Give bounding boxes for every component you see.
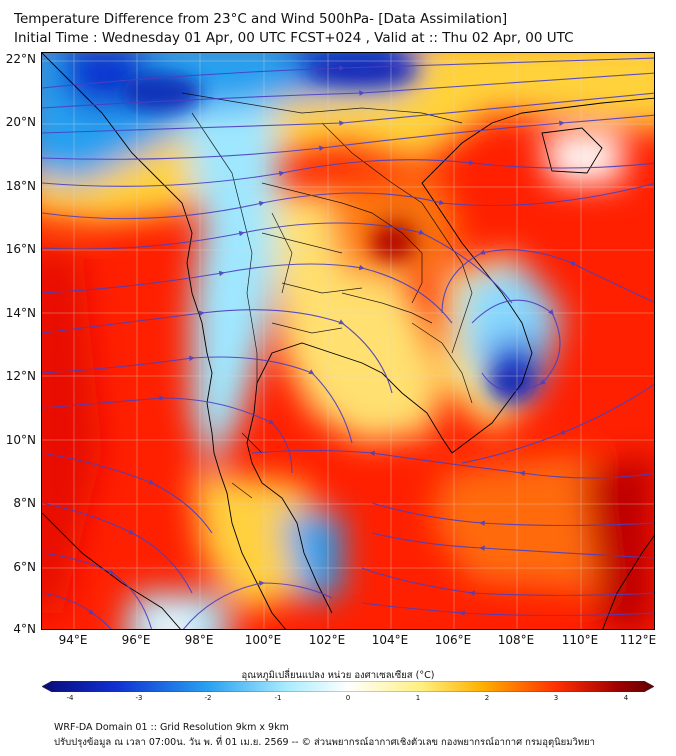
lon-tick-label: 112°E — [619, 633, 657, 647]
streamline — [251, 449, 654, 479]
lat-tick-label: 8°N — [13, 496, 36, 510]
streamline — [361, 567, 654, 597]
streamline — [42, 452, 213, 534]
footer-credit: ปรับปรุงข้อมูล ณ เวลา 07:00น. วัน พ. ที่… — [54, 737, 595, 748]
lat-tick-label: 6°N — [13, 560, 36, 574]
streamline — [42, 72, 654, 109]
lat-tick-label: 12°N — [5, 369, 36, 383]
lat-tick-label: 18°N — [5, 179, 36, 193]
colorbar-tick: 0 — [345, 694, 351, 702]
streamline — [42, 182, 654, 220]
lat-tick-label: 20°N — [5, 115, 36, 129]
map-panel — [41, 52, 655, 630]
colorbar-tick: -4 — [66, 694, 74, 702]
thai-provinces — [231, 212, 363, 499]
streamline — [42, 222, 513, 304]
streamline — [182, 580, 333, 629]
streamline — [42, 309, 393, 394]
streamline — [371, 502, 654, 527]
streamline — [42, 355, 353, 444]
lon-tick-label: 98°E — [184, 633, 214, 647]
temperature-wind-map — [42, 53, 654, 629]
lat-tick-label: 16°N — [5, 242, 36, 256]
streamline — [42, 502, 193, 594]
lat-tick-label: 4°N — [13, 622, 36, 636]
temperature-field — [42, 53, 654, 629]
lon-tick-label: 100°E — [244, 633, 282, 647]
lon-tick-label: 104°E — [371, 633, 409, 647]
thai-cambodia-border — [341, 292, 433, 324]
streamline — [42, 263, 453, 324]
sumatra-coast — [42, 512, 181, 629]
chart-title: Temperature Difference from 23°C and Win… — [14, 11, 508, 27]
gulf-of-thailand-coast — [256, 342, 453, 454]
colorbar-tick: 3 — [553, 694, 559, 702]
colorbar-tick: 2 — [484, 694, 490, 702]
lon-tick-label: 108°E — [497, 633, 535, 647]
streamline — [42, 552, 152, 629]
colorbar-tick: -3 — [135, 694, 143, 702]
hainan-coast — [541, 127, 603, 174]
malay-peninsula-east-coast — [246, 382, 333, 614]
colorbar-tick: 4 — [623, 694, 629, 702]
colorbar-tick: 1 — [415, 694, 421, 702]
bay-of-bengal-coast — [42, 53, 73, 84]
vietnam-coast — [421, 97, 654, 454]
streamline — [471, 299, 561, 392]
thai-laos-border — [261, 182, 423, 304]
wind-streamlines — [42, 57, 654, 629]
lon-tick-label: 102°E — [308, 633, 346, 647]
lat-tick-label: 22°N — [5, 52, 36, 66]
streamline — [42, 57, 654, 89]
lon-tick-label: 96°E — [121, 633, 151, 647]
colorbar-tick: -1 — [274, 694, 282, 702]
streamline — [441, 249, 654, 314]
colorbar-tick: -2 — [204, 694, 212, 702]
lat-tick-label: 14°N — [5, 306, 36, 320]
footer-model-info: WRF-DA Domain 01 :: Grid Resolution 9km … — [54, 722, 289, 733]
streamline — [361, 602, 654, 617]
cambodia-vietnam-border — [411, 322, 473, 404]
streamline — [42, 592, 112, 629]
streamline — [42, 395, 293, 474]
lat-tick-label: 10°N — [5, 433, 36, 447]
malay-peninsula-west-coast — [213, 452, 286, 629]
lon-tick-label: 94°E — [58, 633, 88, 647]
streamline — [371, 532, 654, 559]
chart-subtitle: Initial Time : Wednesday 01 Apr, 00 UTC … — [14, 30, 574, 46]
borneo-coast — [602, 535, 654, 629]
colorbar-bar — [42, 681, 654, 692]
lon-tick-label: 106°E — [434, 633, 472, 647]
lon-tick-label: 110°E — [561, 633, 599, 647]
streamline — [42, 114, 654, 160]
colorbar — [42, 681, 654, 692]
colorbar-label: อุณหภูมิเปลี่ยนแปลง หน่วย องศาเซลเซียส (… — [241, 670, 435, 681]
thai-myanmar-border — [191, 112, 258, 383]
streamline — [42, 159, 654, 187]
